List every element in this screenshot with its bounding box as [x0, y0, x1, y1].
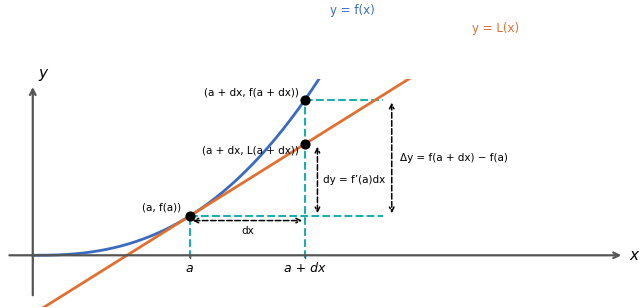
- Text: a: a: [186, 262, 194, 275]
- Point: [300, 141, 310, 146]
- Text: dy = f’(a)dx: dy = f’(a)dx: [323, 175, 385, 185]
- Text: (a + dx, f(a + dx)): (a + dx, f(a + dx)): [204, 87, 299, 97]
- Text: x: x: [629, 248, 638, 263]
- Text: y: y: [38, 66, 47, 81]
- Point: [300, 97, 310, 102]
- Text: y = L(x): y = L(x): [473, 22, 519, 35]
- Text: Δy = f(a + dx) − f(a): Δy = f(a + dx) − f(a): [400, 153, 508, 163]
- Text: y = f(x): y = f(x): [329, 4, 374, 17]
- Text: dx: dx: [241, 226, 254, 236]
- Text: (a + dx, L(a + dx)): (a + dx, L(a + dx)): [202, 146, 299, 156]
- Point: [185, 213, 195, 218]
- Text: a + dx: a + dx: [284, 262, 325, 275]
- Text: (a, f(a)): (a, f(a)): [143, 203, 182, 213]
